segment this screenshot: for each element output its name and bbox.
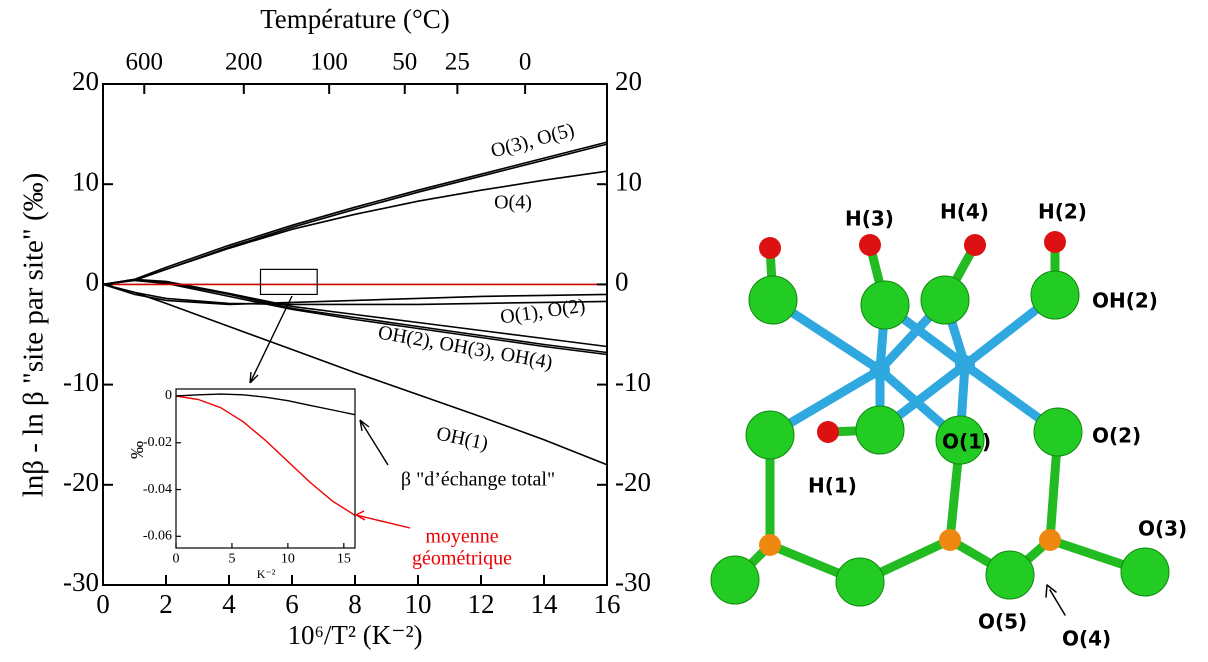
atom-label: OH(2) [1092,289,1158,313]
x-tick-label: 10 [281,551,295,566]
y-tick-label: 20 [615,66,642,96]
inset-label: β "d’échange total" [401,469,555,491]
y-tick-label: 10 [615,166,642,196]
series-line [102,279,608,356]
atom-label: H(4) [940,200,989,224]
x-tick-label: 2 [159,589,173,619]
series-line [102,170,608,286]
x-tick-label: 6 [285,589,299,619]
top-tick-label: 200 [225,49,263,76]
atom-label: O(2) [1092,424,1141,448]
y-tick-label: 0 [86,267,100,297]
top-axis-title: Température (°C) [260,4,450,34]
y-axis-title: lnβ - ln β "site par site" (‰) [18,173,50,498]
y-tick-label: -0.04 [143,482,172,497]
inset-label: moyenne [425,526,498,548]
x-tick-label: 12 [468,589,495,619]
molecule [710,231,1170,616]
x-tick-label: 0 [96,589,110,619]
atom-label: O(3) [1138,517,1187,541]
curve-label: OH(1) [434,422,490,454]
curve-label: O(1), O(2) [499,295,587,329]
inset-label: géométrique [412,548,512,570]
top-tick-label: 50 [392,49,417,76]
curve-label: O(4) [494,192,532,214]
inset-y-title: ‰ [127,441,147,459]
inset-x-title: K⁻² [257,567,276,581]
x-tick-label: 14 [531,589,559,619]
label-arrow [359,419,389,466]
y-tick-label: -30 [63,567,99,597]
series-line [175,393,356,416]
series-line [102,283,608,466]
atom-labels: H(3) H(4) H(2) OH(2) O(1) O(2) H(1) O(3)… [808,200,1187,651]
y-tick-label: -30 [615,567,651,597]
y-tick-label: 0 [165,388,172,403]
top-tick-label: 0 [519,49,532,76]
top-tick-label: 25 [445,49,470,76]
y-tick-label: 10 [72,166,99,196]
plot: 0 5 10 15 0 -0.02 -0.04 -0.06 [143,388,356,566]
y-tick-label: -0.06 [143,529,172,544]
y-tick-label: -10 [615,367,651,397]
inset-bg [176,389,355,548]
atom-label: H(2) [1038,200,1087,224]
y-tick-label: -20 [63,467,99,497]
atom-label: O(1) [942,430,991,454]
top-tick-label: 600 [126,49,164,76]
atom-label: O(4) [1062,627,1111,651]
x-tick-label: 4 [222,589,236,619]
y-tick-label: -10 [63,367,99,397]
atom-label: H(1) [808,474,857,498]
x-tick-label: 16 [594,589,621,619]
x-tick-label: 15 [337,551,351,566]
y-tick-label: 20 [72,66,99,96]
y-tick-label: -20 [615,467,651,497]
x-tick-label: 5 [228,551,235,566]
series-line [102,283,608,306]
y-tick-label: 0 [615,267,629,297]
plot-frame [175,388,356,549]
x-axis-title: 10⁶/T² (K⁻²) [287,620,422,650]
x-tick-label: 8 [348,589,362,619]
top-tick-label: 100 [310,49,348,76]
atom-label: O(5) [978,610,1027,634]
series-line [102,278,608,354]
y-tick-label: -0.02 [143,435,172,450]
atom-label: H(3) [845,207,894,231]
x-tick-label: 0 [173,551,180,566]
series-line [175,395,356,516]
zoom-box [259,268,318,296]
x-tick-label: 10 [405,589,432,619]
zoom-arrow [249,295,293,384]
series-line [102,141,608,286]
label-arrow [355,510,411,529]
